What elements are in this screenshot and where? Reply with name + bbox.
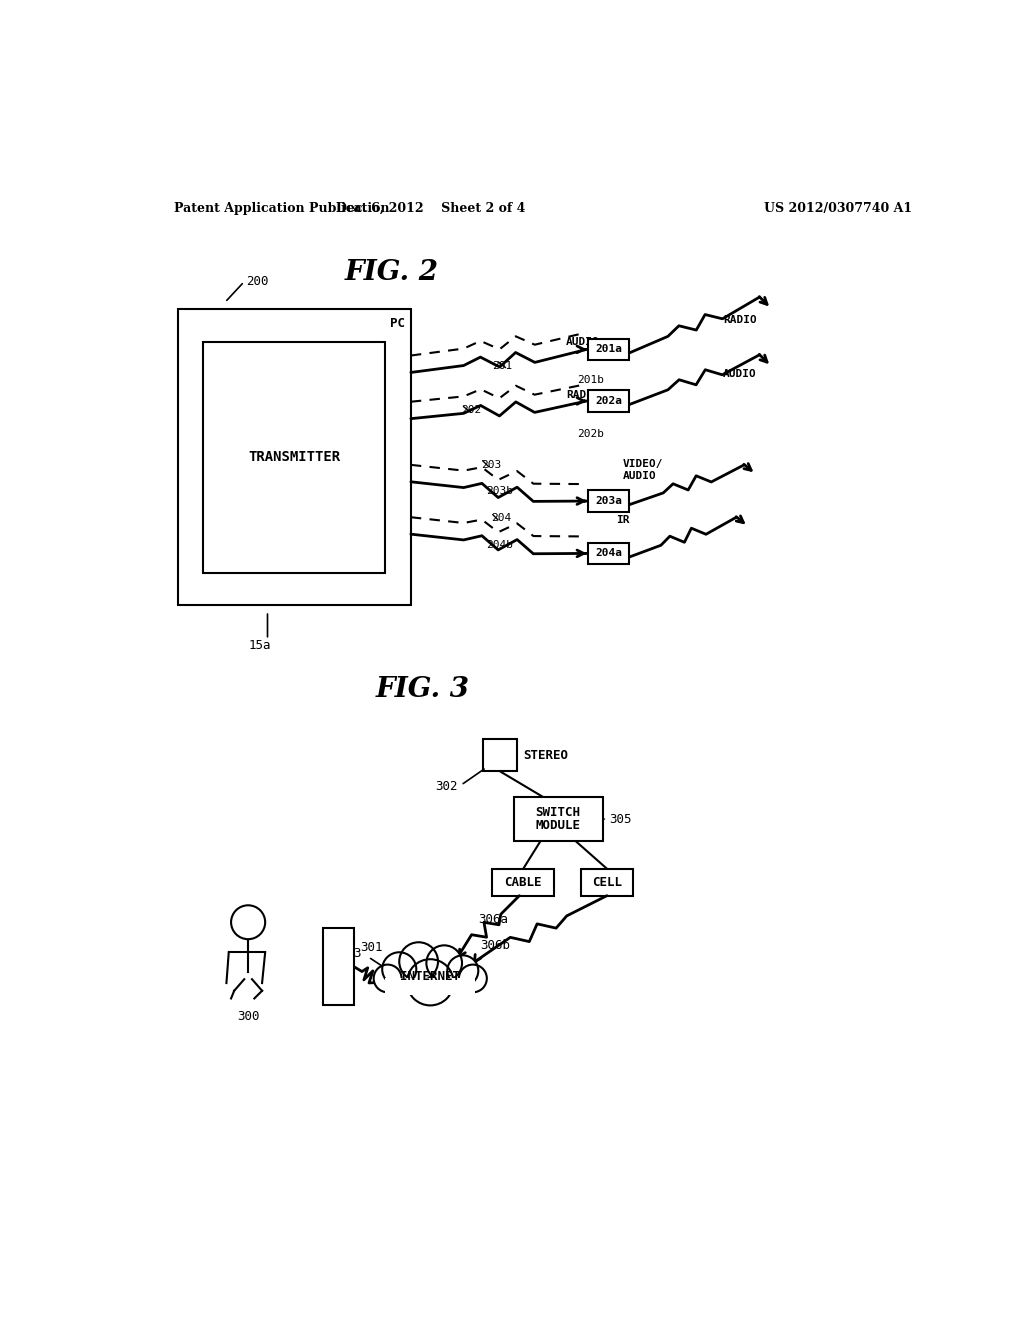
Circle shape: [374, 965, 401, 993]
Text: 15a: 15a: [249, 639, 271, 652]
Bar: [589, 339, 629, 360]
Text: 202: 202: [461, 405, 481, 416]
Circle shape: [382, 952, 417, 986]
Text: CELL: CELL: [592, 875, 622, 888]
Text: Dec. 6, 2012    Sheet 2 of 4: Dec. 6, 2012 Sheet 2 of 4: [336, 202, 525, 215]
Bar: [589, 490, 629, 512]
Text: 204b: 204b: [486, 540, 513, 550]
Circle shape: [399, 942, 438, 981]
Text: MODULE: MODULE: [536, 820, 581, 833]
Text: 301: 301: [360, 941, 383, 954]
Text: 303: 303: [340, 948, 362, 961]
Bar: [178, 309, 411, 605]
Text: 203b: 203b: [486, 486, 513, 496]
Bar: [203, 342, 385, 573]
Circle shape: [459, 965, 486, 993]
Text: RADIO: RADIO: [566, 389, 600, 400]
Text: 202b: 202b: [578, 429, 604, 440]
Circle shape: [447, 956, 478, 986]
Ellipse shape: [380, 956, 480, 1002]
Bar: [385, 978, 475, 995]
Text: VIDEO/: VIDEO/: [623, 459, 663, 469]
Text: STEREO: STEREO: [523, 748, 568, 762]
Text: US 2012/0307740 A1: US 2012/0307740 A1: [764, 202, 911, 215]
Text: 201: 201: [493, 362, 512, 371]
Text: SWITCH: SWITCH: [536, 805, 581, 818]
Text: 202a: 202a: [595, 396, 622, 407]
Text: 201a: 201a: [595, 345, 622, 354]
Bar: [589, 391, 629, 412]
Text: 204: 204: [490, 513, 511, 523]
Bar: [324, 928, 354, 1006]
Text: TRANSMITTER: TRANSMITTER: [248, 450, 340, 465]
Text: 302: 302: [435, 780, 458, 793]
Text: IR: IR: [616, 515, 630, 525]
Text: Patent Application Publication: Patent Application Publication: [174, 202, 390, 215]
Text: AUDIO: AUDIO: [623, 471, 656, 482]
Text: AUDIO: AUDIO: [723, 370, 757, 379]
Text: 305: 305: [609, 813, 632, 825]
Text: 300: 300: [237, 1010, 259, 1023]
Text: 306b: 306b: [480, 939, 511, 952]
Text: 203a: 203a: [595, 496, 622, 506]
Circle shape: [407, 960, 454, 1006]
Text: CABLE: CABLE: [505, 875, 542, 888]
Circle shape: [231, 906, 265, 940]
Text: INTERNET: INTERNET: [400, 970, 460, 983]
Text: 200: 200: [247, 275, 269, 288]
Bar: [581, 869, 633, 896]
Text: FIG. 2: FIG. 2: [344, 259, 438, 286]
Bar: [514, 797, 603, 841]
Bar: [589, 543, 629, 564]
Text: 306a: 306a: [478, 912, 508, 925]
Text: RADIO: RADIO: [723, 315, 757, 325]
Text: 204a: 204a: [595, 548, 622, 558]
Text: AUDIO: AUDIO: [566, 337, 600, 347]
Text: PC: PC: [390, 317, 404, 330]
Text: 203: 203: [480, 459, 501, 470]
Bar: [482, 739, 517, 771]
Text: 201b: 201b: [578, 375, 604, 385]
Text: FIG. 3: FIG. 3: [376, 676, 469, 704]
Bar: [493, 869, 554, 896]
Circle shape: [426, 945, 462, 981]
